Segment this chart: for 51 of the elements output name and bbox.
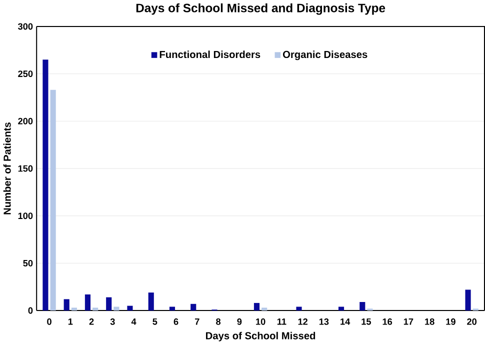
y-tick-label: 50 (23, 260, 33, 267)
x-tick-label: 0 (47, 318, 52, 326)
bar (169, 306, 176, 311)
legend-label: Functional Disorders (160, 50, 260, 58)
x-tick-label: 12 (298, 318, 308, 325)
bar (148, 292, 154, 311)
x-tick-label: 14 (340, 318, 350, 325)
x-tick-label: 1 (68, 318, 73, 325)
y-axis-title: Number of Patients (3, 122, 11, 214)
bar (42, 60, 48, 311)
bar (190, 304, 196, 311)
bar (360, 302, 366, 311)
x-tick-label: 17 (404, 318, 414, 325)
x-tick-label: 6 (174, 318, 178, 326)
y-tick-label: 100 (18, 212, 33, 220)
y-tick-label: 300 (18, 23, 33, 30)
bar (262, 308, 268, 311)
bar (296, 306, 302, 311)
bar (338, 306, 344, 311)
x-tick-label: 10 (256, 318, 266, 326)
y-tick-label: 200 (18, 118, 33, 125)
bar (106, 297, 112, 311)
bar (50, 90, 56, 311)
x-tick-label: 7 (195, 318, 200, 325)
x-tick-label: 8 (216, 318, 221, 326)
x-tick-label: 5 (152, 318, 158, 325)
x-tick-label: 9 (237, 318, 242, 326)
bar (114, 306, 120, 311)
x-tick-label: 4 (131, 318, 136, 325)
bar (71, 308, 77, 311)
bar (84, 294, 91, 311)
x-tick-label: 19 (446, 318, 456, 326)
bar (64, 299, 70, 311)
y-tick-label: 250 (18, 70, 33, 78)
x-tick-label: 2 (89, 318, 94, 325)
x-axis-title: Days of School Missed (206, 332, 316, 342)
chart-title: Days of School Missed and Diagnosis Type (136, 4, 386, 15)
x-tick-label: 13 (319, 318, 329, 326)
legend-label: Organic Diseases (282, 50, 368, 60)
y-tick-label: 0 (28, 307, 33, 314)
x-tick-label: 16 (382, 318, 392, 326)
bar (127, 306, 133, 311)
bar (465, 290, 471, 311)
x-tick-label: 20 (467, 318, 477, 326)
y-tick-label: 150 (18, 165, 33, 172)
bar (254, 303, 260, 311)
x-tick-label: 3 (110, 318, 115, 326)
x-tick-label: 18 (425, 318, 434, 326)
x-tick-label: 11 (277, 318, 286, 325)
x-tick-label: 15 (362, 318, 371, 325)
bar (92, 308, 98, 311)
